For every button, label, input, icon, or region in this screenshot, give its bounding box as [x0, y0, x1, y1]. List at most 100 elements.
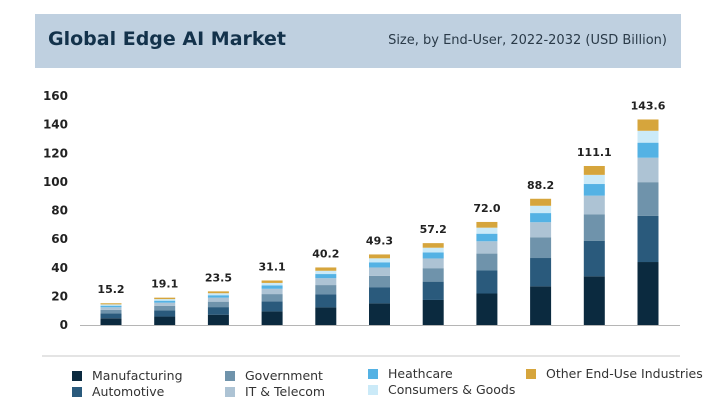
bar-segment	[100, 318, 122, 325]
bar-segment	[530, 205, 552, 214]
bar-stack-2024	[207, 291, 229, 325]
bar-segment	[583, 184, 605, 196]
bar-segment	[154, 302, 176, 306]
bar-segment	[476, 293, 498, 325]
y-tick-label: 60	[51, 232, 68, 246]
bar-segment	[100, 303, 122, 305]
bar-segment	[369, 275, 390, 288]
bar-segment	[530, 222, 552, 238]
legend-swatch	[526, 368, 536, 379]
bar-segment	[315, 270, 337, 275]
bar-segment	[154, 305, 176, 311]
title-banner: Global Edge AI Market Size, by End-User,…	[35, 14, 681, 68]
legend-label: Manufacturing	[92, 368, 183, 383]
y-tick-label: 100	[43, 175, 68, 189]
y-tick-label: 160	[43, 89, 68, 103]
bar-segment	[100, 307, 122, 310]
legend-label: Other End-Use Industries	[546, 366, 703, 381]
bar-segment	[476, 233, 498, 242]
bar-segment	[100, 304, 122, 306]
legend-swatch	[225, 370, 235, 381]
y-tick-label: 80	[51, 204, 68, 218]
chart-subtitle: Size, by End-User, 2022-2032 (USD Billio…	[388, 33, 667, 48]
bar-segment	[369, 303, 390, 325]
bar-segment	[476, 221, 498, 228]
legend-label: Consumers & Goods	[388, 382, 516, 397]
y-tick-label: 40	[51, 261, 68, 275]
y-axis: 0 20 40 60 80 100 120 140 160	[43, 89, 68, 332]
legend-item-consumers-goods: Consumers & Goods	[368, 382, 515, 397]
legend-swatch	[368, 368, 378, 379]
bar-segment	[207, 293, 229, 296]
bar-segment	[207, 314, 229, 325]
bar-segment	[261, 294, 283, 302]
total-value-label: 23.5	[205, 271, 232, 284]
bar-segment	[476, 253, 498, 271]
legend-item-other-end-use: Other End-Use Industries	[526, 366, 703, 381]
bar-segment	[530, 258, 552, 287]
legend-swatch	[368, 384, 378, 395]
bar-segment	[637, 142, 659, 158]
bar-stack-2030	[530, 198, 552, 325]
legend-swatch	[225, 386, 235, 397]
bar-segment	[261, 288, 283, 295]
bar-stack-2029	[476, 221, 498, 325]
bar-segment	[261, 301, 283, 312]
total-value-label: 57.2	[420, 223, 447, 236]
bar-segment	[369, 254, 390, 259]
bar-segment	[637, 119, 659, 131]
bar-segment	[154, 310, 176, 317]
legend-label: IT & Telecom	[245, 384, 326, 399]
bar-segment	[422, 258, 444, 269]
bar-stack-2025	[261, 280, 283, 325]
bar-segment	[154, 316, 176, 325]
chart-title: Global Edge AI Market	[48, 28, 286, 50]
bar-segment	[261, 282, 283, 286]
bar-segment	[207, 297, 229, 302]
y-tick-label: 20	[51, 289, 68, 303]
bar-stack-2031	[583, 165, 605, 325]
bar-segment	[154, 297, 176, 300]
bar-segment	[422, 299, 444, 325]
bar-segment	[315, 285, 337, 295]
bar-segment	[583, 195, 605, 215]
bar-segment	[261, 285, 283, 289]
legend-label: Heathcare	[388, 366, 453, 381]
legend-swatch	[72, 370, 82, 381]
bar-segment	[422, 247, 444, 253]
bar-segment	[369, 258, 390, 263]
bar-segment	[422, 243, 444, 248]
bar-segment	[100, 313, 122, 319]
y-tick-label: 140	[43, 118, 68, 132]
total-labels: 15.2 19.1 23.5 31.1 40.2 49.3 57.2 72.0 88.2 111.…	[97, 99, 665, 296]
bars-group	[100, 119, 659, 325]
bar-segment	[422, 268, 444, 282]
bar-segment	[637, 182, 659, 216]
bar-segment	[315, 267, 337, 271]
bar-segment	[315, 294, 337, 308]
y-tick-label: 120	[43, 146, 68, 160]
bar-segment	[369, 267, 390, 276]
bar-segment	[583, 276, 605, 325]
legend-label: Government	[245, 368, 323, 383]
bar-segment	[207, 301, 229, 308]
total-value-label: 88.2	[527, 179, 554, 192]
bar-segment	[369, 287, 390, 304]
bar-segment	[637, 262, 659, 325]
legend-item-it-telecom: IT & Telecom	[225, 384, 325, 399]
bar-segment	[422, 252, 444, 259]
bar-segment	[369, 262, 390, 268]
total-value-label: 40.2	[312, 247, 339, 260]
legend-swatch	[72, 386, 82, 397]
bar-segment	[583, 240, 605, 277]
bar-stack-2022	[100, 303, 122, 325]
bar-segment	[476, 227, 498, 234]
bar-segment	[315, 307, 337, 325]
bar-segment	[530, 286, 552, 325]
bar-segment	[476, 241, 498, 254]
bar-segment	[530, 198, 552, 206]
bar-stack-2023	[154, 297, 176, 325]
legend-item-manufacturing: Manufacturing	[72, 368, 183, 383]
bar-segment	[476, 270, 498, 294]
total-value-label: 111.1	[577, 146, 612, 159]
